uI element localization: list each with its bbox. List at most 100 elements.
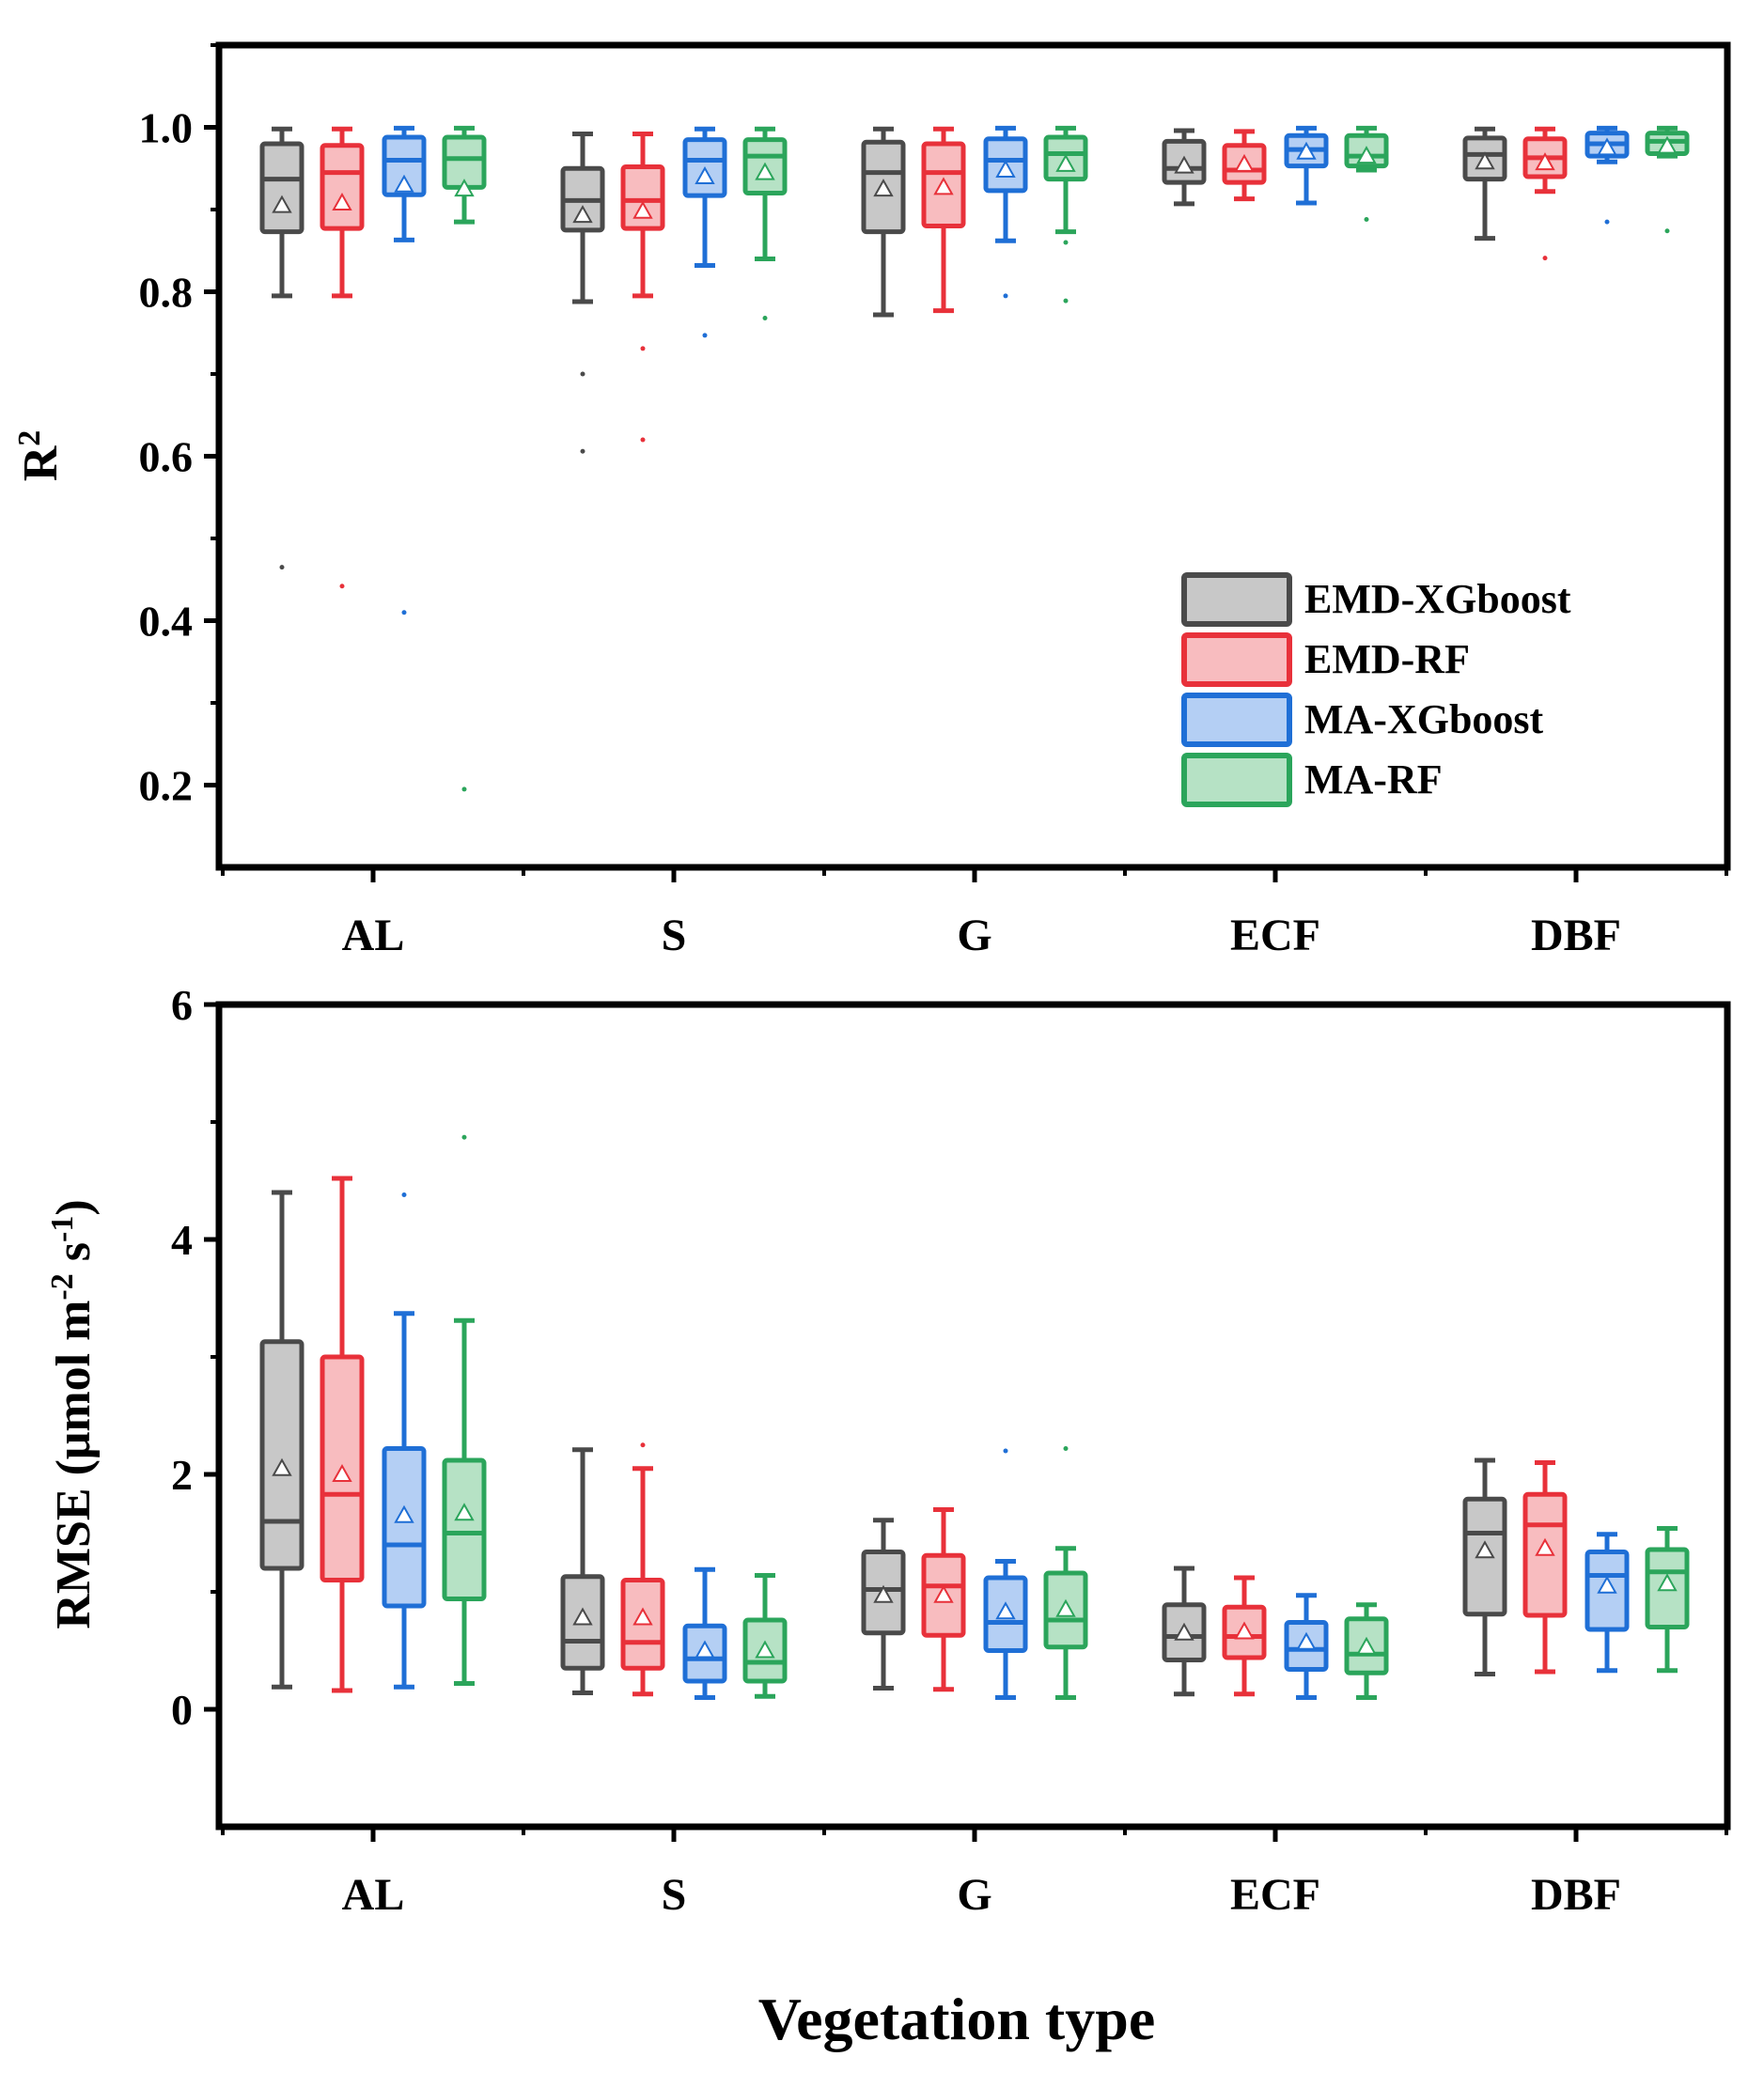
box-outlier xyxy=(640,346,646,351)
box-mean-marker xyxy=(873,179,894,197)
box-mean-marker xyxy=(1174,155,1194,174)
box-outlier xyxy=(1003,1448,1008,1454)
box-mean-marker xyxy=(394,174,414,193)
box-ma-rf-s xyxy=(742,126,788,320)
box-outlier xyxy=(1063,298,1069,304)
r2-chart: 0.20.40.60.81.0AL S G ECF DBFR2EMD-XGboostEM… xyxy=(12,41,1731,960)
x-axis-title: Vegetation type xyxy=(758,1986,1155,2052)
box-outlier xyxy=(401,610,407,615)
box-mean-marker xyxy=(272,195,292,213)
box-mean-marker xyxy=(1657,1573,1678,1592)
box-mean-marker xyxy=(1234,1621,1255,1640)
box-ma-xgboost-s xyxy=(682,126,727,338)
y-tick-label: 1.0 xyxy=(139,104,194,152)
box-ma-rf-ecf xyxy=(1344,1602,1389,1700)
box-mean-marker xyxy=(1174,1622,1194,1641)
box-mean-marker xyxy=(332,192,352,210)
box-emd-rf-dbf xyxy=(1522,126,1568,261)
legend-item: EMD-RF xyxy=(1181,632,1470,687)
y-axis-title-part: -1 xyxy=(45,1216,80,1242)
x-tick-label: AL xyxy=(342,1870,405,1920)
box-emd-rf-g xyxy=(921,1507,966,1692)
box-mean-marker xyxy=(332,1463,352,1482)
box-iqr xyxy=(382,134,427,197)
legend-swatch xyxy=(1181,632,1292,687)
box-emd-rf-dbf xyxy=(1522,1460,1568,1675)
y-tick-label: 0.8 xyxy=(139,269,194,317)
box-mean-marker xyxy=(1055,153,1076,172)
box-iqr xyxy=(320,143,365,231)
box-emd-xgboost-s xyxy=(560,1447,605,1695)
box-emd-rf-al xyxy=(320,1176,365,1693)
box-mean-marker xyxy=(755,162,775,180)
box-mean-marker xyxy=(995,159,1016,178)
box-outlier xyxy=(1364,217,1369,222)
box-outlier xyxy=(1063,1446,1069,1451)
x-tick-label: ECF xyxy=(1230,1870,1320,1920)
y-tick-label: 0 xyxy=(171,1686,193,1734)
box-emd-rf-s xyxy=(620,132,665,443)
box-emd-xgboost-al xyxy=(259,1190,304,1690)
box-outlier xyxy=(339,584,345,589)
y-tick-label: 4 xyxy=(171,1216,193,1264)
x-tick-label: S xyxy=(662,1870,687,1920)
box-iqr xyxy=(382,1446,427,1609)
box-emd-rf-g xyxy=(921,126,966,314)
box-emd-rf-al xyxy=(320,126,365,589)
box-ma-xgboost-al xyxy=(382,1192,427,1690)
x-tick-label: S xyxy=(662,911,687,960)
y-tick-label: 0.6 xyxy=(139,433,194,481)
legend-label: EMD-XGboost xyxy=(1304,576,1571,622)
y-axis-title-part: ) xyxy=(47,1199,101,1215)
y-axis-title-part: -2 xyxy=(45,1273,80,1300)
box-mean-marker xyxy=(1055,1598,1076,1617)
box-mean-marker xyxy=(755,1640,775,1659)
box-outlier xyxy=(1664,228,1670,234)
y-tick-label: 0.2 xyxy=(139,762,194,810)
box-mean-marker xyxy=(632,200,653,219)
y-axis-title: R2 xyxy=(12,430,69,482)
box-mean-marker xyxy=(1356,1636,1377,1655)
y-tick-label: 0.4 xyxy=(139,598,194,646)
box-emd-xgboost-g xyxy=(861,126,906,318)
box-mean-marker xyxy=(632,1607,653,1626)
box-mean-marker xyxy=(873,1584,894,1603)
box-mean-marker xyxy=(1535,152,1555,171)
box-mean-marker xyxy=(572,1607,593,1626)
legend-swatch xyxy=(1181,753,1292,807)
box-emd-xgboost-s xyxy=(560,132,605,454)
x-tick-label: DBF xyxy=(1531,911,1621,960)
box-outlier xyxy=(640,1442,646,1448)
box-emd-xgboost-ecf xyxy=(1162,128,1207,207)
box-mean-marker xyxy=(1475,151,1495,170)
box-outlier xyxy=(762,316,768,320)
y-axis-title-part: R xyxy=(14,444,68,481)
box-mean-marker xyxy=(1597,137,1617,156)
box-outlier xyxy=(580,371,585,377)
x-tick-label: G xyxy=(957,911,991,960)
box-ma-rf-al xyxy=(442,1134,487,1686)
box-mean-marker xyxy=(695,165,715,184)
box-iqr xyxy=(620,164,665,231)
box-emd-xgboost-g xyxy=(861,1518,906,1691)
legend-item: EMD-XGboost xyxy=(1181,572,1571,627)
box-ma-xgboost-ecf xyxy=(1284,125,1329,206)
box-ma-rf-dbf xyxy=(1645,125,1690,234)
legend-item: MA-XGboost xyxy=(1181,693,1544,747)
box-ma-rf-g xyxy=(1043,125,1088,304)
legend-item: MA-RF xyxy=(1181,753,1443,807)
y-axis-title-part: RMSE (μmol m xyxy=(47,1301,101,1629)
x-tick-label: ECF xyxy=(1230,911,1320,960)
legend-label: MA-RF xyxy=(1304,756,1443,802)
legend-label: MA-XGboost xyxy=(1304,696,1544,742)
x-tick-label: DBF xyxy=(1531,1870,1621,1920)
box-mean-marker xyxy=(933,177,954,195)
box-iqr xyxy=(259,141,304,235)
rmse-chart: 0 2 4 6 AL S G ECF DBF RMSE (μmol m-2 s-1) xyxy=(45,981,1731,1920)
box-mean-marker xyxy=(454,1503,475,1521)
y-axis-title-part: s xyxy=(47,1242,101,1273)
box-mean-marker xyxy=(1296,141,1317,160)
y-tick-label: 2 xyxy=(171,1451,193,1499)
box-emd-rf-s xyxy=(620,1442,665,1697)
